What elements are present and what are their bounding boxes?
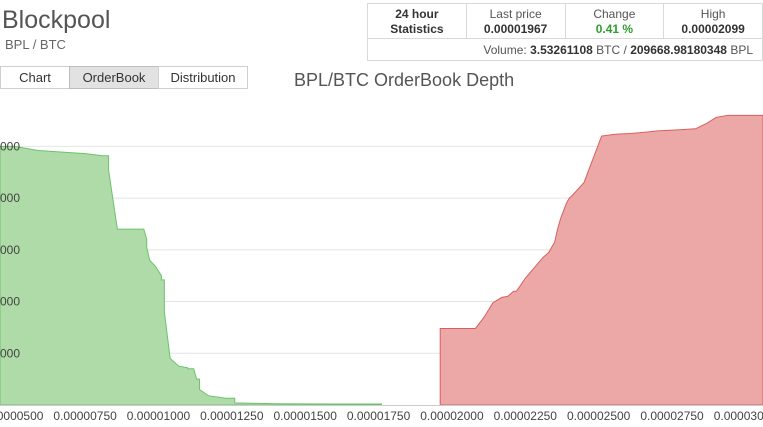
high-label: High — [700, 7, 726, 21]
last-price-label: Last price — [489, 7, 542, 21]
x-tick-label: 0.00001000 — [127, 409, 191, 423]
volume-btc-unit: BTC / — [596, 43, 627, 57]
asks-depth-area — [439, 114, 763, 406]
y-tick-label: 000 — [0, 346, 20, 360]
last-price-cell: Last price 0.00001967 — [467, 4, 566, 38]
coin-title: Blockpool — [2, 6, 111, 34]
volume-bpl-value: 209668.98180348 — [630, 43, 727, 57]
y-tick-label: 000 — [0, 295, 20, 309]
volume-bpl-unit: BPL — [730, 43, 753, 57]
x-tick-label: 0.00001250 — [200, 409, 264, 423]
tab-distribution[interactable]: Distribution — [158, 66, 248, 89]
chart-title: BPL/BTC OrderBook Depth — [294, 70, 515, 90]
view-tabs: Chart OrderBook Distribution — [0, 66, 248, 89]
x-tick-label: 0.00002000 — [420, 409, 484, 423]
y-tick-label: 000 — [0, 243, 20, 257]
tab-chart[interactable]: Chart — [0, 66, 70, 89]
stats-row: 24 hour Statistics Last price 0.00001967… — [368, 4, 762, 39]
stats-header-line2: Statistics — [390, 22, 444, 36]
tab-orderbook[interactable]: OrderBook — [69, 66, 159, 89]
x-tick-label: 0.00002750 — [640, 409, 704, 423]
y-tick-label: 000 — [0, 191, 20, 205]
x-axis-ticks: 0.00000500 0.00000750 0.00001000 0.00001250… — [0, 409, 763, 423]
volume-row: Volume: 3.53261108 BTC / 209668.98180348… — [368, 39, 762, 61]
high-value: 0.00002099 — [681, 22, 745, 36]
y-tick-label: 000 — [0, 139, 20, 153]
bids-depth-area — [0, 145, 382, 406]
volume-label: Volume: — [483, 43, 527, 57]
y-axis-ticks: 000 000 000 000 000 — [0, 139, 20, 360]
x-tick-label: 0.00000750 — [53, 409, 117, 423]
change-value: 0.41 % — [595, 22, 634, 36]
x-tick-label: 0.00002250 — [494, 409, 558, 423]
stats-header-line1: 24 hour — [395, 7, 439, 21]
x-tick-label: 0.00001500 — [273, 409, 337, 423]
change-cell: Change 0.41 % — [566, 4, 665, 38]
last-price-value: 0.00001967 — [483, 22, 548, 36]
x-tick-label: 0.00001750 — [347, 409, 411, 423]
change-label: Change — [593, 7, 636, 21]
coin-pair: BPL / BTC — [5, 37, 66, 52]
depth-chart: 0.00000500 0.00000750 0.00001000 0.00001250… — [0, 114, 763, 423]
high-cell: High 0.00002099 — [664, 4, 762, 38]
x-tick-label: 0.00002500 — [567, 409, 631, 423]
volume-btc-value: 3.53261108 — [530, 43, 593, 57]
x-tick-label: 0.00000500 — [0, 409, 44, 423]
stats-box: 24 hour Statistics Last price 0.00001967… — [367, 3, 763, 61]
stats-header-cell: 24 hour Statistics — [368, 4, 467, 38]
